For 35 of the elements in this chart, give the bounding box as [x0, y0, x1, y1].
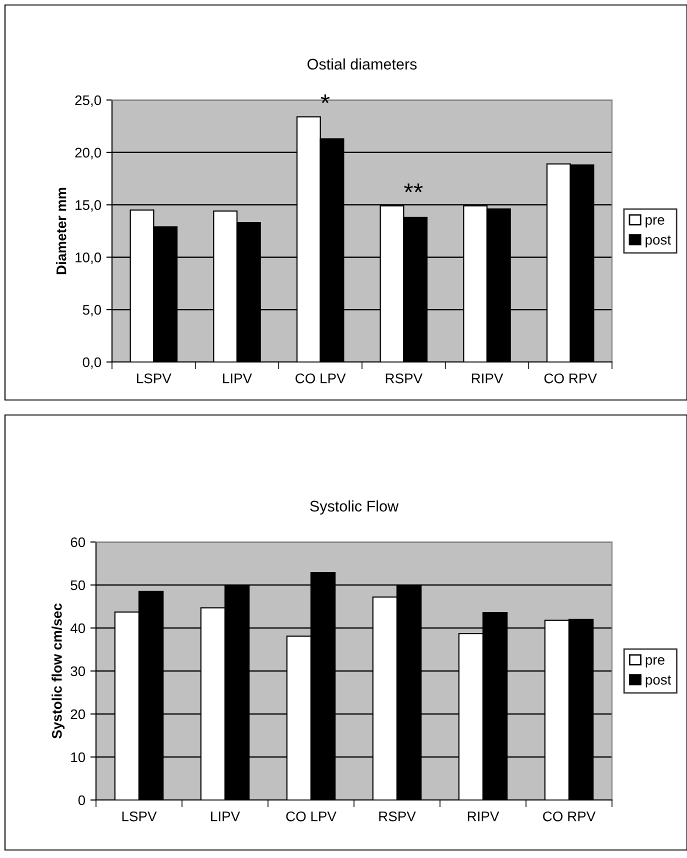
x-tick-label: LIPV	[211, 812, 240, 822]
x-tick-label: RSPV	[386, 373, 423, 384]
legend-label: post	[646, 236, 671, 248]
annotation: **	[404, 183, 423, 192]
x-tick-label: LSPV	[137, 373, 172, 384]
legend-label: pre	[646, 657, 664, 668]
x-tick-label: RIPV	[468, 812, 500, 822]
legend-label: post	[646, 676, 672, 688]
y-tick-label: 10	[71, 752, 86, 762]
y-tick-label: 60	[70, 537, 86, 548]
y-tick-label: 40	[70, 623, 86, 634]
y-tick-label: 20	[70, 709, 86, 720]
x-tick-label: LSPV	[122, 811, 157, 822]
x-tick-label: RIPV	[472, 374, 504, 384]
y-axis-title: Diameter mm	[56, 188, 66, 274]
y-tick-label: 20,0	[75, 148, 102, 160]
x-tick-label: CO LPV	[286, 811, 336, 822]
y-tick-label: 50	[70, 580, 86, 590]
legend-label: pre	[646, 217, 664, 228]
chart-title: Ostial diameters	[308, 58, 417, 70]
x-tick-label: LIPV	[223, 374, 252, 384]
y-tick-label: 0	[78, 795, 86, 806]
y-tick-label: 0,0	[82, 357, 102, 369]
y-tick-label: 30	[70, 666, 86, 676]
x-tick-label: CO LPV	[296, 373, 346, 384]
y-tick-label: 10,0	[76, 252, 102, 264]
chart-title: Systolic Flow	[310, 500, 399, 515]
y-tick-label: 25,0	[75, 95, 102, 107]
y-axis-title: Systolic flow cm/sec	[52, 603, 65, 739]
y-tick-label: 5,0	[82, 304, 102, 316]
x-tick-label: CO RPV	[544, 373, 597, 384]
y-tick-label: 15,0	[76, 200, 102, 212]
x-tick-label: RSPV	[379, 811, 416, 822]
annotation: *	[320, 94, 330, 104]
x-tick-label: CO RPV	[543, 811, 596, 822]
